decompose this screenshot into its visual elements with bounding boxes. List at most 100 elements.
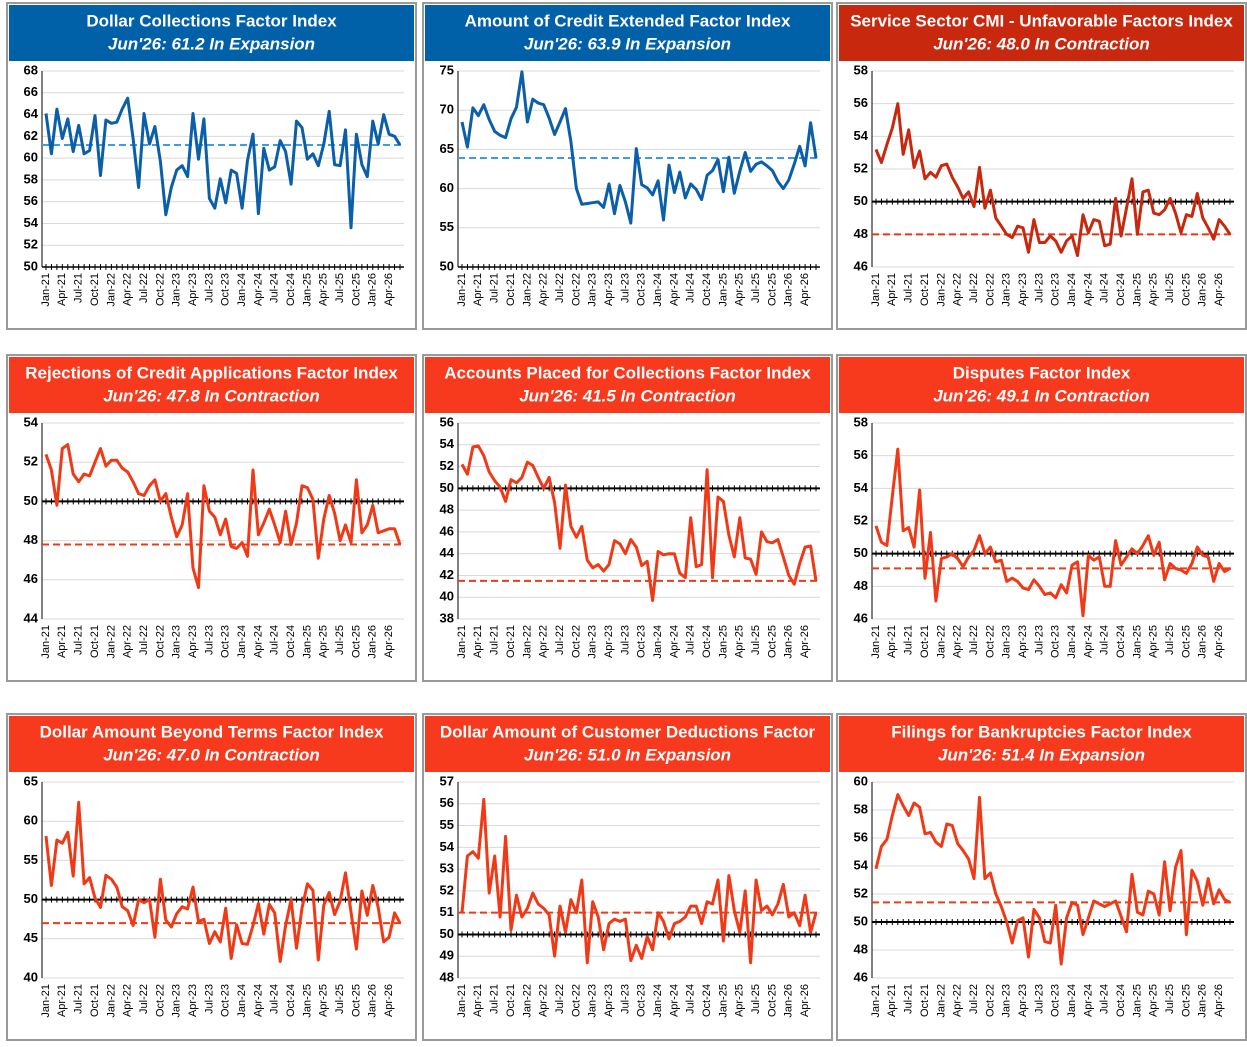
x-tick-label: Oct-25 xyxy=(350,625,362,658)
x-tick-label: Apr-21 xyxy=(56,625,68,658)
x-tick-label: Jul-22 xyxy=(138,625,150,655)
x-tick-label: Jul-25 xyxy=(750,625,762,655)
chart-subtitle: Jun'26: 49.1 In Contraction xyxy=(933,386,1150,405)
x-tick-label: Jul-24 xyxy=(1099,625,1111,655)
x-tick-label: Jan-25 xyxy=(717,984,729,1018)
panel-header xyxy=(9,716,414,772)
x-tick-label: Jan-24 xyxy=(236,625,248,659)
panel-header xyxy=(425,5,830,61)
x-tick-label: Oct-21 xyxy=(89,625,101,658)
x-tick-label: Oct-25 xyxy=(350,984,362,1017)
x-tick-label: Apr-23 xyxy=(187,273,199,306)
chart-subtitle: Jun'26: 51.4 In Expansion xyxy=(938,745,1145,764)
data-line xyxy=(874,102,1232,258)
x-tick-label: Apr-26 xyxy=(1213,984,1225,1017)
x-tick-label: Oct-21 xyxy=(89,273,101,306)
y-tick-label: 48 xyxy=(24,532,38,547)
x-tick-label: Apr-21 xyxy=(472,984,484,1017)
x-tick-label: Jan-24 xyxy=(236,273,248,307)
y-tick-label: 56 xyxy=(854,829,868,844)
x-tick-label: Jul-22 xyxy=(554,625,566,655)
x-tick-label: Jan-26 xyxy=(783,625,795,659)
y-tick-label: 40 xyxy=(440,589,454,604)
x-tick-label: Apr-26 xyxy=(1213,625,1225,658)
chart-panel: Dollar Amount of Customer Deductions Fac… xyxy=(422,713,833,1041)
x-tick-label: Oct-25 xyxy=(350,273,362,306)
x-tick-label: Jul-24 xyxy=(1099,273,1111,303)
x-tick-label: Jan-22 xyxy=(105,984,117,1018)
y-tick-label: 50 xyxy=(440,926,454,941)
x-tick-label: Jul-24 xyxy=(269,984,281,1014)
x-tick-label: Apr-22 xyxy=(538,625,550,658)
panel-header xyxy=(839,716,1244,772)
x-tick-label: Oct-25 xyxy=(1180,273,1192,306)
y-tick-label: 54 xyxy=(440,436,455,451)
y-tick-label: 58 xyxy=(24,171,38,186)
y-tick-label: 52 xyxy=(24,454,38,469)
x-tick-label: Jul-21 xyxy=(73,273,85,303)
x-tick-label: Apr-26 xyxy=(383,625,395,658)
panel-header xyxy=(425,716,830,772)
y-tick-label: 54 xyxy=(854,480,869,495)
x-tick-label: Apr-24 xyxy=(252,984,264,1017)
x-tick-label: Oct-24 xyxy=(701,984,713,1017)
x-tick-label: Jan-22 xyxy=(521,273,533,307)
y-tick-label: 58 xyxy=(854,62,868,77)
x-tick-label: Jan-22 xyxy=(105,273,117,307)
chart-panel: Filings for Bankruptcies Factor Index Jun… xyxy=(836,713,1247,1041)
x-tick-label: Apr-22 xyxy=(122,625,134,658)
panel-header xyxy=(9,5,414,61)
data-line xyxy=(44,443,402,590)
chart-title: Dollar Amount Beyond Terms Factor Index xyxy=(40,722,384,741)
x-tick-label: Jul-22 xyxy=(968,984,980,1014)
x-tick-label: Jul-23 xyxy=(1033,625,1045,655)
x-tick-label: Jul-24 xyxy=(685,273,697,303)
x-tick-label: Jul-25 xyxy=(1164,273,1176,303)
x-tick-label: Jul-23 xyxy=(203,984,215,1014)
chart-subtitle: Jun'26: 61.2 In Expansion xyxy=(108,34,315,53)
x-tick-label: Oct-25 xyxy=(766,273,778,306)
x-tick-label: Apr-23 xyxy=(187,984,199,1017)
x-tick-label: Apr-24 xyxy=(1082,273,1094,306)
x-tick-label: Oct-24 xyxy=(1115,984,1127,1017)
x-tick-label: Apr-24 xyxy=(1082,984,1094,1017)
y-tick-label: 75 xyxy=(440,62,454,77)
x-tick-label: Jan-22 xyxy=(521,625,533,659)
y-tick-label: 52 xyxy=(440,882,454,897)
x-tick-label: Jan-22 xyxy=(935,625,947,659)
x-tick-label: Oct-25 xyxy=(1180,984,1192,1017)
x-tick-label: Apr-26 xyxy=(383,984,395,1017)
x-tick-label: Jan-25 xyxy=(717,273,729,307)
x-tick-label: Oct-23 xyxy=(220,625,232,658)
x-tick-label: Oct-24 xyxy=(285,984,297,1017)
y-tick-label: 52 xyxy=(854,160,868,175)
x-tick-label: Jul-23 xyxy=(1033,984,1045,1014)
x-tick-label: Jan-23 xyxy=(171,984,183,1018)
x-tick-label: Apr-26 xyxy=(799,984,811,1017)
x-tick-label: Jul-25 xyxy=(334,625,346,655)
y-tick-label: 46 xyxy=(854,258,868,273)
y-tick-label: 54 xyxy=(854,857,869,872)
y-tick-label: 54 xyxy=(24,215,39,230)
y-tick-label: 60 xyxy=(24,150,38,165)
x-tick-label: Jul-21 xyxy=(73,625,85,655)
y-tick-label: 50 xyxy=(440,258,454,273)
x-tick-label: Apr-25 xyxy=(318,625,330,658)
x-tick-label: Apr-22 xyxy=(122,984,134,1017)
y-tick-label: 64 xyxy=(24,106,39,121)
x-tick-label: Jan-21 xyxy=(40,273,52,307)
x-tick-label: Oct-23 xyxy=(1050,625,1062,658)
x-tick-label: Jul-22 xyxy=(554,984,566,1014)
x-tick-label: Oct-21 xyxy=(505,273,517,306)
x-tick-label: Jul-21 xyxy=(903,984,915,1014)
x-tick-label: Jul-25 xyxy=(334,984,346,1014)
x-tick-label: Oct-23 xyxy=(636,984,648,1017)
x-tick-label: Jul-21 xyxy=(489,625,501,655)
y-tick-label: 40 xyxy=(24,969,38,984)
x-tick-label: Jul-22 xyxy=(968,273,980,303)
x-tick-label: Jan-25 xyxy=(717,625,729,659)
x-tick-label: Apr-25 xyxy=(734,984,746,1017)
x-tick-label: Apr-25 xyxy=(734,625,746,658)
y-tick-label: 52 xyxy=(24,237,38,252)
